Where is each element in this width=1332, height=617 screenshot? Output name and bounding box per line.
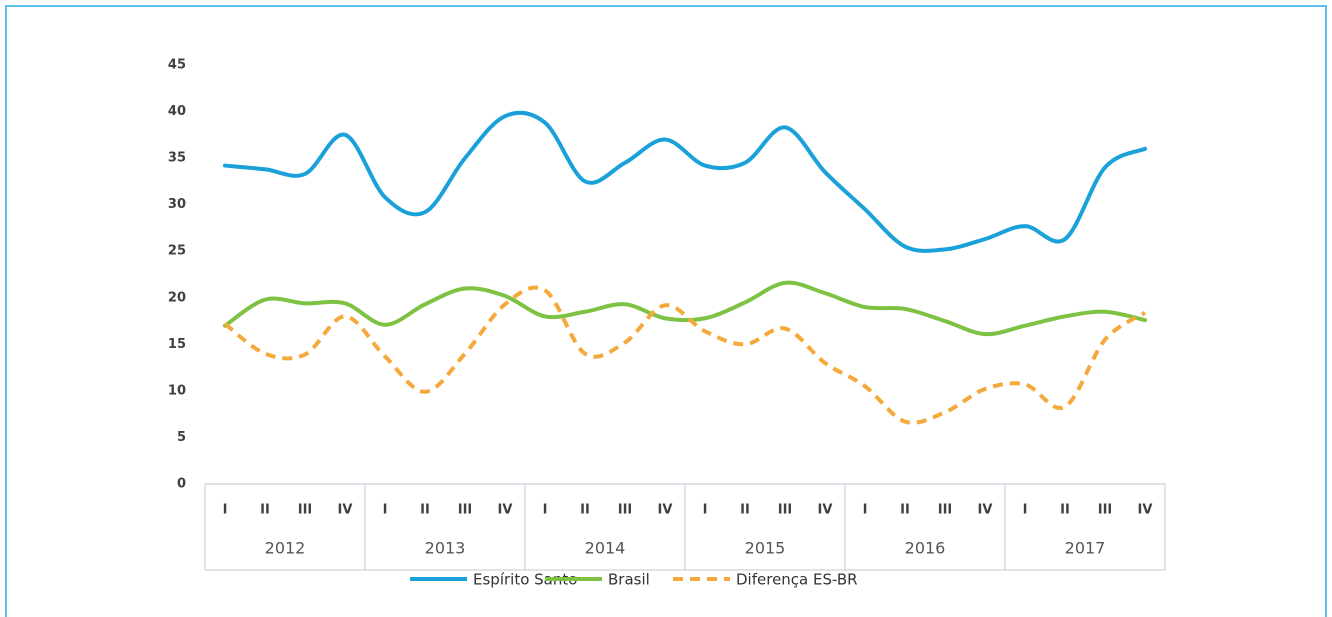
- x-tick-label: II: [1060, 503, 1070, 518]
- y-tick-label: 40: [168, 104, 186, 119]
- x-tick-label: IV: [818, 503, 833, 518]
- x-tick-label: II: [420, 503, 430, 518]
- series-line: [223, 280, 1147, 337]
- y-tick-label: 35: [168, 151, 186, 166]
- x-tick-label: III: [1098, 503, 1113, 518]
- group-label: 2013: [425, 539, 466, 558]
- x-tick-label: II: [740, 503, 750, 518]
- y-tick-label: 30: [168, 197, 186, 212]
- legend-label: Brasil: [608, 571, 650, 589]
- y-tick-label: 0: [177, 477, 186, 492]
- series-line: [223, 110, 1147, 253]
- x-tick-label: IV: [1138, 503, 1153, 518]
- y-tick-label: 25: [168, 244, 186, 259]
- x-tick-label: II: [580, 503, 590, 518]
- x-tick-label: III: [938, 503, 953, 518]
- y-tick-label: 20: [168, 290, 186, 305]
- x-tick-label: I: [223, 503, 228, 518]
- group-label: 2015: [745, 539, 786, 558]
- x-tick-label: III: [618, 503, 633, 518]
- x-tick-label: II: [900, 503, 910, 518]
- x-tick-label: IV: [658, 503, 673, 518]
- frame: [5, 5, 1327, 617]
- legend-label: Diferença ES-BR: [736, 571, 858, 589]
- x-tick-label: I: [703, 503, 708, 518]
- group-label: 2017: [1065, 539, 1106, 558]
- x-tick-label: I: [543, 503, 548, 518]
- x-tick-label: IV: [498, 503, 513, 518]
- x-tick-label: I: [383, 503, 388, 518]
- y-tick-label: 5: [177, 430, 186, 445]
- y-tick-label: 45: [168, 58, 186, 73]
- x-tick-label: I: [863, 503, 868, 518]
- x-tick-label: IV: [338, 503, 353, 518]
- series-line: [223, 285, 1147, 425]
- group-label: 2014: [585, 539, 626, 558]
- legend-label: Espírito Santo: [473, 571, 577, 589]
- x-tick-label: III: [778, 503, 793, 518]
- x-tick-label: IV: [978, 503, 993, 518]
- group-label: 2016: [905, 539, 946, 558]
- x-tick-label: III: [458, 503, 473, 518]
- x-tick-label: I: [1023, 503, 1028, 518]
- y-tick-label: 15: [168, 337, 186, 352]
- y-tick-label: 10: [168, 383, 186, 398]
- group-label: 2012: [265, 539, 306, 558]
- x-tick-label: II: [260, 503, 270, 518]
- x-tick-label: III: [298, 503, 313, 518]
